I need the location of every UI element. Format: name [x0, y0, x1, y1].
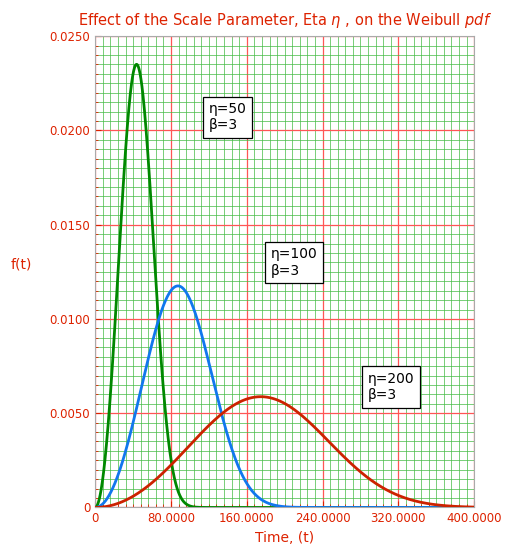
- Title: Effect of the Scale Parameter, Eta $\eta$ , on the Weibull $\it{pdf}$: Effect of the Scale Parameter, Eta $\eta…: [77, 11, 492, 30]
- Text: η=200
β=3: η=200 β=3: [368, 372, 415, 402]
- Text: η=100
β=3: η=100 β=3: [270, 247, 317, 277]
- Text: η=50
β=3: η=50 β=3: [209, 102, 247, 132]
- X-axis label: Time, (t): Time, (t): [255, 531, 314, 545]
- Y-axis label: f(t): f(t): [11, 258, 32, 272]
